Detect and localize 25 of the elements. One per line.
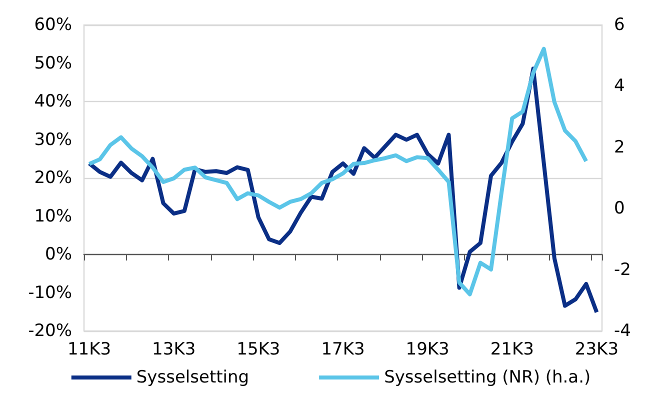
x-tick-label: 13K3 [152, 340, 196, 360]
x-tick-label: 19K3 [406, 340, 450, 360]
x-tick-label: 23K3 [574, 340, 619, 360]
x-tick-label: 21K3 [490, 340, 534, 360]
x-tick-label: 17K3 [321, 340, 365, 360]
y-tick-label: 10% [34, 206, 72, 226]
legend-label: Sysselsetting (NR) (h.a.) [384, 368, 591, 388]
y-tick-label: 60% [34, 15, 72, 35]
y-tick-label: 50% [34, 53, 72, 74]
y2-tick-label: 2 [614, 137, 625, 158]
x-tick-label: 15K3 [236, 340, 280, 360]
legend-label: Sysselsetting [136, 368, 250, 388]
y-tick-label: 30% [34, 130, 72, 150]
y-tick-label: 0% [45, 244, 72, 264]
y2-tick-label: -2 [614, 260, 631, 280]
y-tick-label: 20% [34, 168, 72, 188]
y2-tick-label: 4 [614, 76, 625, 96]
y2-tick-label: 6 [614, 15, 625, 35]
line-series [87, 46, 588, 296]
y-tick-label: 40% [34, 92, 72, 112]
y-tick-label: -20% [28, 321, 72, 341]
y2-tick-label: -4 [614, 321, 631, 341]
y2-tick-label: 0 [614, 198, 625, 219]
x-tick-label: 11K3 [67, 340, 112, 360]
y-tick-label: -10% [28, 282, 72, 303]
